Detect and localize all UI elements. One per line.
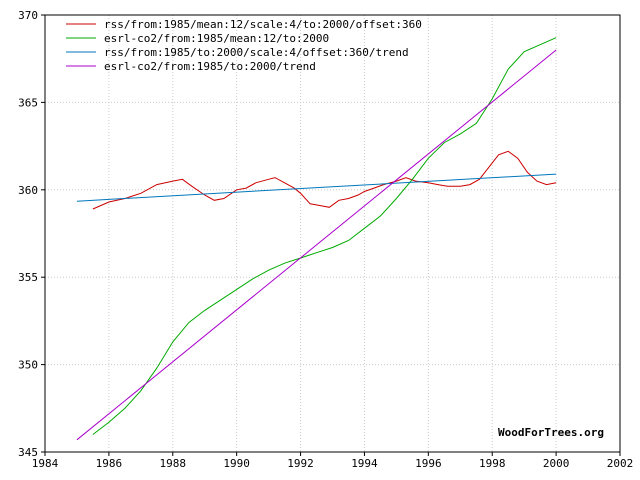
y-tick-label: 355 <box>18 271 38 284</box>
legend-label-1: rss/from:1985/mean:12/scale:4/to:2000/of… <box>104 18 422 31</box>
legend: rss/from:1985/mean:12/scale:4/to:2000/of… <box>66 18 422 73</box>
y-tick-label: 370 <box>18 9 38 22</box>
y-tick-label: 345 <box>18 446 38 459</box>
legend-label-2: esrl-co2/from:1985/mean:12/to:2000 <box>104 32 329 45</box>
series-line-3 <box>76 173 557 202</box>
series-layer <box>76 37 557 441</box>
x-tick-label: 1996 <box>415 457 442 470</box>
x-tick-label: 1988 <box>160 457 187 470</box>
x-tick-label: 1984 <box>32 457 59 470</box>
axes: 1984 1986 1988 1990 1992 1994 1996 1998 2000 2002… <box>18 9 633 470</box>
series-line-2 <box>92 37 557 435</box>
legend-label-3: rss/from:1985/to:2000/scale:4/offset:360… <box>104 46 409 59</box>
series-line-4 <box>76 49 557 441</box>
credit-label: WoodForTrees.org <box>498 426 604 439</box>
x-tick-label: 1992 <box>287 457 314 470</box>
x-tick-label: 1990 <box>223 457 250 470</box>
series-line-1 <box>92 150 557 210</box>
y-tick-label: 365 <box>18 96 38 109</box>
plot-frame <box>44 14 621 453</box>
legend-label-4: esrl-co2/from:1985/to:2000/trend <box>104 60 316 73</box>
x-tick-label: 1986 <box>96 457 123 470</box>
x-tick-label: 2000 <box>543 457 570 470</box>
x-tick-label: 1994 <box>351 457 378 470</box>
y-tick-label: 360 <box>18 184 38 197</box>
x-tick-label: 1998 <box>479 457 506 470</box>
x-tick-label: 2002 <box>607 457 634 470</box>
y-tick-label: 350 <box>18 359 38 372</box>
